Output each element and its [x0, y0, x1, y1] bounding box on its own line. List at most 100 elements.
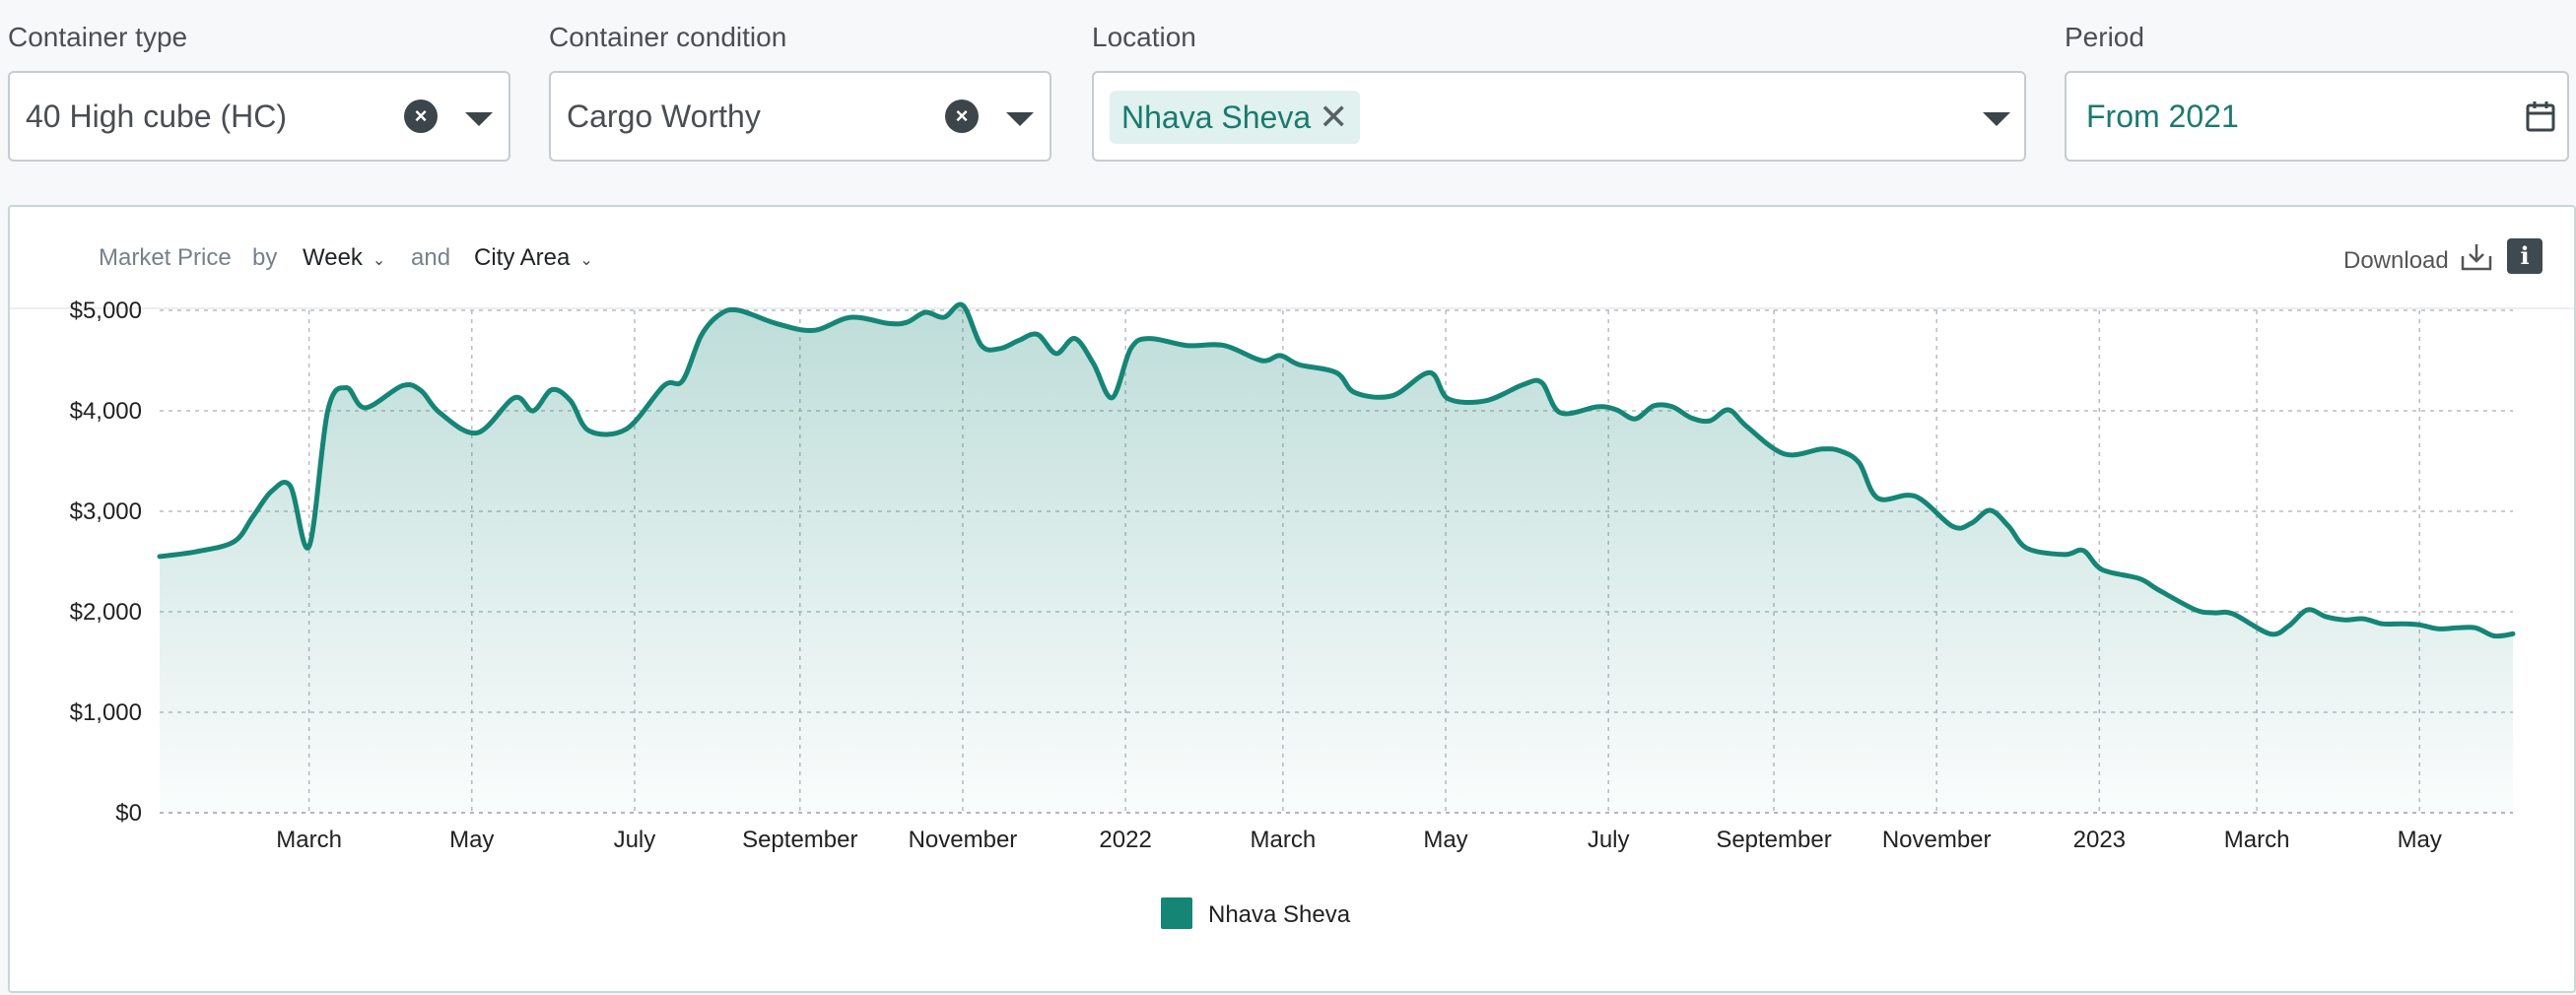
data-point — [2305, 607, 2310, 612]
data-point — [1334, 370, 1339, 375]
data-point — [2286, 624, 2291, 629]
data-point — [1110, 395, 1115, 400]
period-label: Period — [2065, 22, 2144, 52]
y-tick-label: $1,000 — [70, 699, 142, 726]
data-point — [158, 554, 163, 559]
data-point — [2081, 548, 2086, 553]
y-tick-label: $4,000 — [70, 398, 142, 425]
data-point — [400, 383, 405, 388]
data-point — [1838, 448, 1843, 453]
period-value: From 2021 — [2086, 99, 2239, 134]
container-type-select[interactable]: 40 High cube (HC) × — [8, 71, 510, 162]
chevron-down-icon: ⌄ — [372, 252, 386, 269]
data-point — [1595, 404, 1600, 409]
x-tick-label: 2022 — [1099, 827, 1151, 853]
metric-label: Market Price — [99, 244, 232, 271]
grouping-value: City Area — [474, 244, 571, 271]
info-icon[interactable]: i — [2507, 238, 2542, 274]
calendar-icon[interactable] — [2526, 100, 2555, 132]
chevron-down-icon[interactable] — [465, 112, 493, 126]
legend-swatch — [1161, 897, 1192, 929]
download-icon[interactable] — [2460, 242, 2493, 272]
data-point — [1016, 338, 1021, 343]
location-label: Location — [1092, 22, 1196, 52]
x-tick-label: March — [2224, 827, 2290, 853]
data-point — [717, 312, 722, 317]
data-point — [1483, 398, 1488, 403]
period-picker[interactable]: From 2021 — [2065, 71, 2569, 162]
data-point — [2211, 611, 2216, 616]
data-point — [1950, 524, 1955, 529]
download-button[interactable]: Download — [2343, 247, 2449, 275]
data-point — [848, 315, 853, 320]
data-point — [363, 405, 368, 410]
data-point — [1185, 343, 1189, 348]
interval-value: Week — [303, 244, 363, 271]
clear-icon[interactable]: × — [945, 100, 979, 133]
y-tick-label: $3,000 — [70, 498, 142, 525]
data-point — [2100, 567, 2105, 572]
data-point — [1352, 390, 1357, 395]
data-point — [2324, 615, 2329, 620]
data-point — [624, 427, 629, 431]
data-point — [1035, 332, 1040, 337]
data-point — [419, 388, 424, 393]
chart-legend: Nhava Sheva — [1161, 897, 1351, 929]
data-point — [2436, 627, 2441, 631]
data-point — [736, 308, 741, 313]
data-point — [2455, 626, 2460, 630]
interval-select[interactable]: Week ⌄ — [303, 244, 385, 272]
data-point — [344, 385, 349, 390]
container-type-value: 40 High cube (HC) — [26, 99, 287, 134]
close-icon[interactable]: ✕ — [1319, 97, 1349, 137]
data-point — [2006, 524, 2011, 529]
data-point — [1782, 451, 1787, 456]
data-point — [1222, 343, 1227, 348]
x-tick-label: March — [1251, 827, 1317, 853]
price-chart: $0$1,000$2,000$3,000$4,000$5,000 March Ma… — [70, 298, 2516, 929]
data-point — [1297, 363, 1302, 367]
chevron-down-icon[interactable] — [1983, 112, 2010, 126]
x-tick-label: November — [909, 827, 1018, 853]
x-tick-label: September — [1716, 827, 1831, 853]
y-tick-label: $2,000 — [70, 599, 142, 626]
clear-icon[interactable]: × — [404, 100, 438, 133]
series-line-nhava-sheva — [157, 301, 2516, 639]
data-point — [1259, 359, 1264, 364]
chevron-down-icon[interactable] — [1006, 112, 1034, 126]
data-point — [586, 429, 591, 433]
container-condition-select[interactable]: Cargo Worthy × — [549, 71, 1051, 162]
x-tick-label: September — [742, 827, 857, 853]
y-tick-label: $5,000 — [70, 298, 142, 324]
data-point — [475, 431, 480, 435]
data-point — [269, 489, 274, 494]
data-point — [325, 409, 330, 414]
by-label: by — [252, 244, 278, 271]
data-point — [1072, 336, 1077, 341]
data-point — [1147, 336, 1152, 341]
data-point — [811, 328, 816, 333]
data-point — [194, 549, 199, 554]
data-point — [2474, 626, 2478, 630]
y-axis: $0 $1,000 $2,000 $3,000 $4,000 $5,000 — [70, 298, 142, 827]
data-point — [2230, 612, 2235, 617]
container-condition-label: Container condition — [549, 22, 787, 52]
data-point — [2025, 546, 2030, 551]
data-point — [2361, 617, 2366, 622]
data-point — [2417, 623, 2422, 628]
data-point — [1689, 416, 1694, 421]
data-point — [1708, 419, 1713, 424]
chevron-down-icon: ⌄ — [579, 252, 593, 269]
data-point — [1875, 496, 1880, 500]
x-tick-label: March — [276, 827, 342, 853]
data-point — [680, 378, 685, 383]
location-select[interactable]: Nhava Sheva ✕ — [1092, 71, 2026, 162]
grouping-select[interactable]: City Area ⌄ — [474, 244, 593, 272]
data-point — [1988, 507, 1993, 512]
data-point — [1652, 403, 1657, 408]
legend-label[interactable]: Nhava Sheva — [1208, 901, 1351, 928]
data-point — [2399, 622, 2404, 627]
data-point — [250, 514, 255, 519]
download-label: Download — [2343, 247, 2449, 274]
x-tick-label: July — [1588, 827, 1630, 853]
